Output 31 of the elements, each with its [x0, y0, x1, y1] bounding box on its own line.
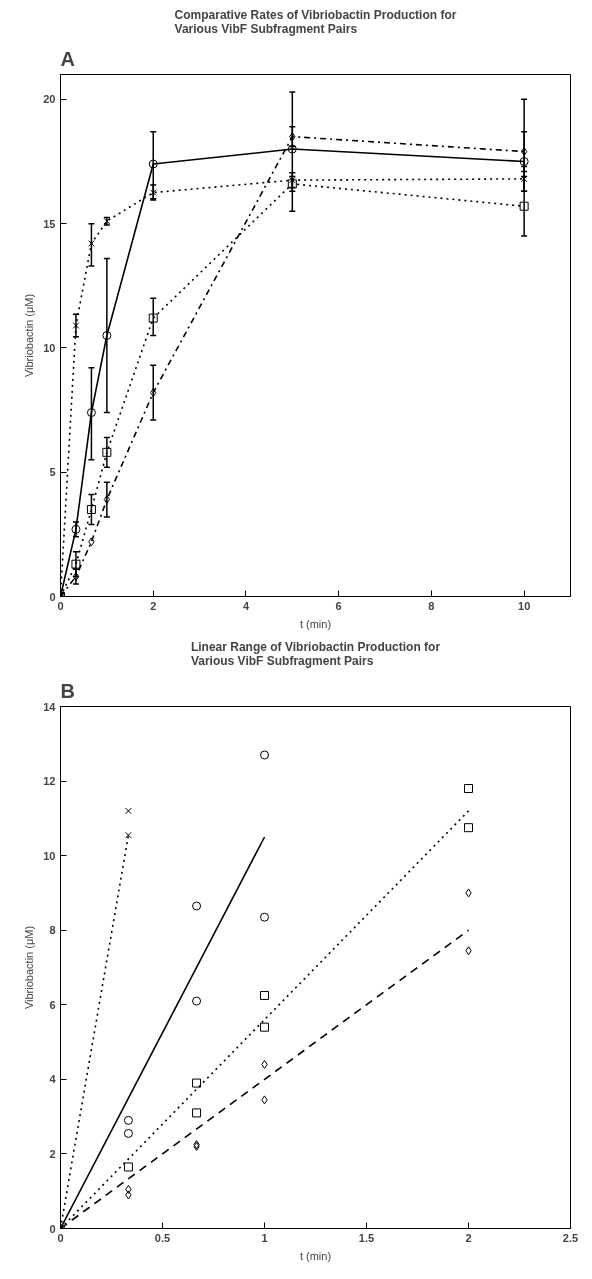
y-axis-title: Vibriobactin (μM)	[23, 925, 36, 1010]
y-tick-label: 15	[43, 217, 56, 230]
y-tick-label: 14	[43, 700, 57, 713]
x-tick-label: 2	[465, 1231, 472, 1244]
x-tick-label: 1.5	[358, 1231, 375, 1244]
chart-title: Linear Range of Vibriobactin Production for Various VibF Subfragment Pairs	[190, 639, 441, 668]
text: A	[60, 47, 75, 70]
chart-title: Comparative Rates of Vibriobactin Production for Various VibF Subfragment Pairs	[174, 7, 457, 36]
y-tick-label: 6	[49, 998, 56, 1011]
x-tick-label: 10	[518, 599, 531, 612]
x-tick-label: 2.5	[562, 1231, 579, 1244]
x-tick-label: 2	[150, 599, 157, 612]
y-tick-label: 4	[49, 1073, 57, 1086]
y-tick-label: 10	[43, 341, 56, 354]
y-tick-label: 20	[43, 93, 56, 106]
x-tick-label: 1	[261, 1231, 268, 1244]
y-axis-title: Vibriobactin (μM)	[23, 293, 36, 378]
x-tick-label: 6	[335, 599, 342, 612]
x-tick-label: 0.5	[154, 1231, 171, 1244]
y-tick-label: 2	[49, 1147, 56, 1160]
y-tick-label: 8	[49, 924, 56, 937]
y-tick-label: 10	[43, 849, 56, 862]
y-tick-label: 5	[49, 466, 56, 479]
x-tick-label: 8	[428, 599, 435, 612]
x-axis-title: t (min)	[299, 1249, 332, 1262]
y-tick-label: 0	[49, 1222, 56, 1235]
y-tick-label: 12	[43, 775, 56, 788]
x-tick-label: 4	[242, 599, 250, 612]
text: B	[60, 679, 75, 702]
y-tick-label: 0	[49, 590, 56, 603]
x-axis-title: t (min)	[299, 617, 332, 630]
